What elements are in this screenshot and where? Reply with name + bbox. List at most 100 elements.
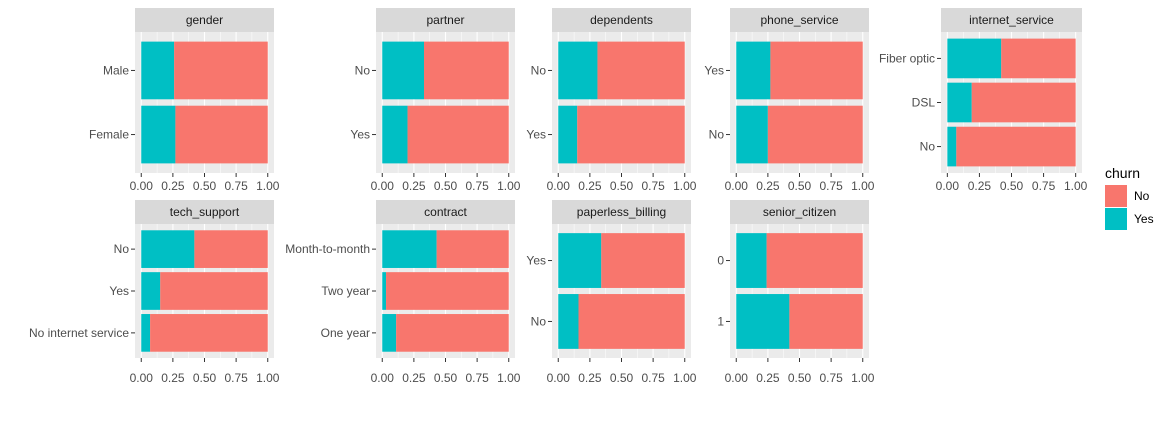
x-tick-label: 0.75 [465, 371, 489, 385]
bar-segment-no [971, 82, 1076, 123]
bar-segment-no [174, 41, 268, 100]
bar-segment-no [770, 41, 863, 100]
bar-segment-no [396, 314, 509, 352]
bar-segment-yes [947, 126, 957, 167]
facet-dependents: dependents No Yes 0.00 0.25 0.50 0.75 1.00 [526, 8, 697, 193]
x-tick-label: 0.25 [402, 179, 426, 193]
bar-segment-no [423, 41, 509, 100]
bar-segment-yes [947, 82, 972, 123]
facet-paperless-billing: paperless_billing Yes No 0.00 0.25 0.50 0.75 1.… [526, 200, 697, 385]
facet-title: internet_service [969, 13, 1054, 27]
x-tick-label: 0.00 [130, 179, 154, 193]
y-tick-label: No internet service [29, 326, 129, 340]
x-tick-label: 0.50 [193, 371, 217, 385]
facet-title: paperless_billing [577, 205, 666, 219]
facet-strip [135, 200, 274, 224]
facet-strip [730, 8, 869, 32]
bar-segment-no [956, 126, 1076, 167]
y-tick-label: No [114, 242, 130, 256]
bar-segment-no [436, 230, 509, 268]
x-tick-label: 0.50 [788, 179, 812, 193]
legend-title: churn [1105, 165, 1140, 181]
bar-segment-no [766, 233, 863, 288]
bar-segment-no [175, 105, 268, 164]
x-tick-label: 0.75 [641, 371, 665, 385]
x-tick-label: 1.00 [256, 371, 280, 385]
bar-segment-yes [558, 233, 602, 288]
facet-internet-service: internet_service Fiber optic DSL No 0.00 0.25… [879, 8, 1088, 193]
facet-strip [941, 8, 1082, 32]
facet-partner: partner No Yes 0.00 0.25 0.50 0.75 1.00 [350, 8, 521, 193]
y-tick-label: No [531, 63, 547, 77]
facet-strip [552, 200, 691, 224]
x-tick-label: 0.75 [465, 179, 489, 193]
y-tick-label: No [531, 314, 547, 328]
y-tick-label: Month-to-month [285, 242, 370, 256]
bar-segment-yes [736, 105, 768, 164]
x-tick-label: 0.50 [434, 371, 458, 385]
bar-segment-yes [558, 41, 598, 100]
bar-segment-no [150, 314, 268, 352]
y-tick-label: 1 [717, 314, 724, 328]
facet-strip [730, 200, 869, 224]
bar-segment-no [601, 233, 685, 288]
bar-segment-yes [141, 230, 195, 268]
x-tick-label: 1.00 [497, 371, 521, 385]
y-tick-label: One year [321, 326, 370, 340]
x-tick-label: 0.25 [756, 179, 780, 193]
x-tick-label: 1.00 [1064, 179, 1088, 193]
bar-segment-yes [736, 294, 790, 349]
x-tick-label: 1.00 [851, 179, 875, 193]
bar-segment-yes [141, 272, 161, 310]
facet-strip [376, 200, 515, 224]
facet-title: dependents [590, 13, 653, 27]
facet-strip [376, 8, 515, 32]
bar-segment-yes [382, 105, 408, 164]
y-tick-label: 0 [717, 254, 724, 268]
x-tick-label: 1.00 [497, 179, 521, 193]
x-tick-label: 0.50 [434, 179, 458, 193]
x-tick-label: 1.00 [851, 371, 875, 385]
bar-segment-no [789, 294, 863, 349]
y-tick-label: Yes [526, 254, 546, 268]
y-tick-label: No [709, 128, 725, 142]
legend: churn No Yes [1105, 165, 1154, 230]
facet-title: senior_citizen [763, 205, 836, 219]
facet-title: contract [424, 205, 467, 219]
facet-phone-service: phone_service Yes No 0.00 0.25 0.50 0.75 1.00 [704, 8, 875, 193]
y-tick-label: Female [89, 128, 129, 142]
facet-senior-citizen: senior_citizen 0 1 0.00 0.25 0.50 0.75 1.00 [717, 200, 875, 385]
x-tick-label: 0.75 [224, 371, 248, 385]
facet-title: partner [426, 13, 464, 27]
bar-segment-yes [141, 314, 151, 352]
bar-segment-no [578, 294, 685, 349]
y-tick-label: No [355, 63, 371, 77]
x-tick-label: 0.25 [161, 371, 185, 385]
x-tick-label: 0.00 [547, 371, 571, 385]
bar-segment-yes [558, 294, 579, 349]
facet-strip [552, 8, 691, 32]
facet-gender: gender Male Female 0.00 0.25 0.50 0.75 1.00 [89, 8, 280, 193]
bar-segment-yes [382, 230, 437, 268]
facet-contract: contract Month-to-month Two year One year 0.… [285, 200, 521, 385]
x-tick-label: 0.00 [725, 179, 749, 193]
bar-segment-no [597, 41, 685, 100]
legend-key-yes [1105, 208, 1127, 230]
x-tick-label: 0.00 [371, 179, 395, 193]
x-tick-label: 0.75 [641, 179, 665, 193]
x-tick-label: 0.25 [578, 179, 602, 193]
bar-segment-no [1001, 38, 1076, 79]
bar-segment-no [407, 105, 509, 164]
x-tick-label: 0.25 [756, 371, 780, 385]
bar-segment-yes [141, 105, 176, 164]
bar-segment-yes [382, 41, 424, 100]
x-tick-label: 0.00 [547, 179, 571, 193]
facet-strip [135, 8, 274, 32]
x-tick-label: 0.25 [402, 371, 426, 385]
bar-segment-yes [736, 233, 767, 288]
y-tick-label: No [920, 140, 936, 154]
x-tick-label: 0.50 [193, 179, 217, 193]
facet-tech-support: tech_support No Yes No internet service 0.00… [29, 200, 280, 385]
facet-title: tech_support [170, 205, 240, 219]
